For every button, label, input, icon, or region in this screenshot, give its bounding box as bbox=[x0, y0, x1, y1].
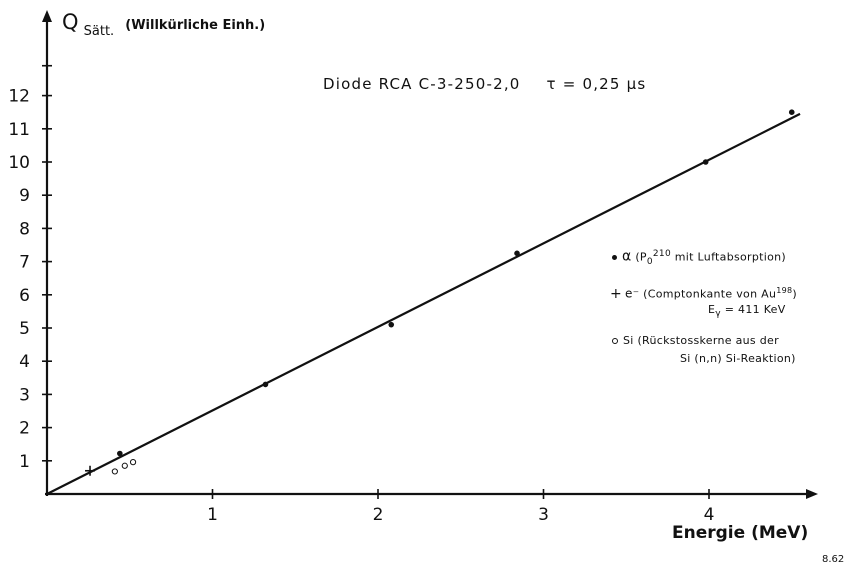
fit-line-group bbox=[46, 112, 801, 495]
legend-electron-gamma: γ bbox=[715, 309, 721, 320]
data-point-alpha bbox=[117, 450, 123, 457]
legend-entry-si-line2: Si (n,n) Si-Reaktion) bbox=[680, 352, 796, 365]
x-tick-label: 1 bbox=[207, 505, 218, 525]
y-axis-subscript: Sätt. bbox=[83, 24, 115, 39]
y-tick-label: 3 bbox=[19, 385, 30, 405]
data-point-si bbox=[111, 468, 118, 475]
x-tick-label: 2 bbox=[373, 505, 384, 525]
legend-plus-icon: + bbox=[610, 285, 623, 302]
x-tick-label: 4 bbox=[704, 505, 715, 525]
legend-entry-alpha: α (P0210 mit Luftabsorption) bbox=[612, 248, 786, 269]
data-point-alpha bbox=[262, 381, 269, 388]
legend-electron-text: (Comptonkante von Au bbox=[643, 287, 777, 301]
data-point-alpha bbox=[788, 109, 795, 115]
y-tick-label: 12 bbox=[8, 87, 30, 107]
y-tick-label: 7 bbox=[19, 253, 30, 273]
data-point-electron bbox=[85, 465, 96, 476]
chart-subtitle: τ = 0,25 µs bbox=[546, 75, 647, 93]
fit-line bbox=[46, 112, 801, 495]
legend-si-reaction: Si (n,n) Si-Reaktion) bbox=[680, 352, 796, 365]
legend-electron-sup: 198 bbox=[776, 286, 793, 295]
y-tick-label: 5 bbox=[19, 319, 30, 339]
figure-id: 8.62 bbox=[822, 554, 845, 565]
data-point-alpha bbox=[702, 159, 709, 165]
legend-electron-symbol: e⁻ bbox=[625, 286, 640, 301]
data-point-si bbox=[121, 462, 128, 469]
legend-circle-icon bbox=[612, 338, 618, 344]
y-tick-label: 9 bbox=[19, 186, 30, 206]
legend-alpha-sub: 0 bbox=[646, 256, 653, 267]
legend-si-symbol: Si bbox=[623, 334, 634, 347]
data-point-si bbox=[129, 459, 137, 466]
x-axis-label: Energie (MeV) bbox=[672, 523, 809, 543]
chart-title-row: Diode RCA C-3-250-2,0 τ = 0,25 µs bbox=[323, 75, 646, 93]
legend-alpha-text: (P bbox=[635, 250, 647, 264]
y-tick-label: 10 bbox=[8, 153, 30, 173]
data-point-alpha bbox=[388, 321, 395, 328]
legend-alpha-sup: 210 bbox=[652, 249, 671, 259]
data-point-alpha bbox=[514, 250, 520, 257]
y-tick-label: 4 bbox=[19, 352, 30, 372]
legend-alpha-text2: mit Luftabsorption) bbox=[670, 250, 787, 264]
legend-electron-e: E bbox=[708, 303, 716, 316]
y-axis-unit: (Willkürliche Einh.) bbox=[125, 18, 266, 33]
legend-entry-electron-line2: Eγ = 411 KeV bbox=[708, 303, 786, 321]
y-tick-label: 11 bbox=[8, 120, 30, 140]
legend-electron-text2: ) bbox=[792, 287, 798, 301]
y-tick-label: 2 bbox=[19, 419, 30, 439]
data-points bbox=[85, 109, 795, 476]
y-axis-symbol: Q bbox=[62, 10, 79, 34]
x-tick-label: 3 bbox=[538, 505, 549, 525]
chart-title: Diode RCA C-3-250-2,0 bbox=[323, 75, 521, 93]
legend-alpha-symbol: α bbox=[622, 248, 632, 265]
y-axis-label: Q Sätt. (Willkürliche Einh.) bbox=[62, 10, 266, 39]
legend-electron-energy: = 411 KeV bbox=[720, 303, 786, 316]
legend-si-text: (Rückstosskerne aus der bbox=[637, 334, 779, 347]
legend-entry-si: Si (Rückstosskerne aus der bbox=[612, 334, 779, 347]
y-tick-label: 1 bbox=[19, 452, 30, 472]
legend-entry-electron: + e⁻ (Comptonkante von Au198) bbox=[610, 284, 797, 301]
y-tick-label: 6 bbox=[19, 286, 30, 306]
legend-dot-icon bbox=[612, 255, 617, 261]
y-tick-label: 8 bbox=[19, 219, 30, 239]
